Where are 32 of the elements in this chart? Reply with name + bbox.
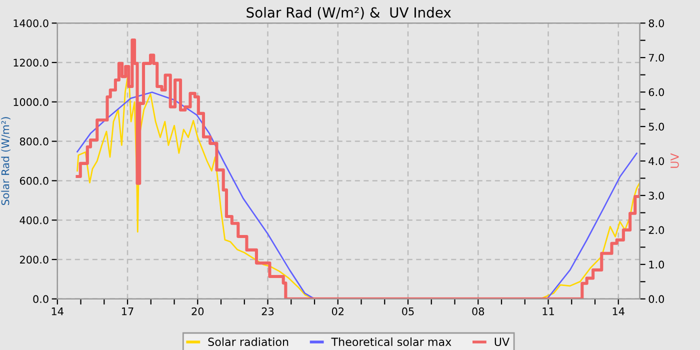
x-tick-label: 08 xyxy=(472,307,484,316)
y2-tick-label: 7.0 xyxy=(648,54,664,62)
legend-label: Theoretical solar max xyxy=(331,337,452,346)
y2-tick-label: 2.0 xyxy=(648,226,664,234)
y-tick-label: 1400.0 xyxy=(14,19,48,28)
x-tick-label: 11 xyxy=(542,308,554,316)
x-tick-label: 14 xyxy=(612,308,624,316)
legend-label: UV xyxy=(494,338,510,346)
y2-tick-label: 6.0 xyxy=(648,88,664,96)
y-tick-label: 200.0 xyxy=(20,256,48,264)
y2-tick-label: 8.0 xyxy=(648,19,664,28)
y-tick-label: 800.0 xyxy=(20,138,48,146)
y-tick-label: 0.0 xyxy=(33,295,48,304)
y-tick-label: 600.0 xyxy=(20,176,48,185)
y-tick-label: 1200.0 xyxy=(14,58,48,67)
y2-tick-label: 5.0 xyxy=(648,122,664,131)
y2-tick-label: 4.0 xyxy=(648,157,664,166)
x-tick-label: 20 xyxy=(192,307,204,316)
y-tick-label: 1000.0 xyxy=(14,98,48,106)
x-tick-label: 05 xyxy=(402,307,414,316)
x-tick-label: 17 xyxy=(122,308,134,316)
y2-tick-label: 0.0 xyxy=(648,295,664,304)
y2-tick-label: 3.0 xyxy=(648,192,664,200)
x-tick-label: 02 xyxy=(332,307,344,316)
x-tick-label: 23 xyxy=(262,307,274,316)
x-tick-label: 14 xyxy=(52,308,64,316)
y2-axis-title: UV xyxy=(670,153,679,168)
y-axis-title: Solar Rad (W/m²) xyxy=(1,117,10,206)
chart-title: Solar Rad (W/m²) & UV Index xyxy=(246,6,451,20)
y-tick-label: 400.0 xyxy=(20,216,48,224)
y2-tick-label: 1.0 xyxy=(649,260,664,269)
legend-label: Solar radiation xyxy=(208,337,288,346)
